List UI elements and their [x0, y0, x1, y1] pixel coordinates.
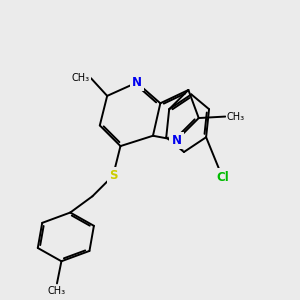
- Text: CH₃: CH₃: [227, 112, 245, 122]
- Text: N: N: [132, 76, 142, 89]
- Text: Cl: Cl: [216, 171, 229, 184]
- Text: N: N: [172, 134, 182, 147]
- Text: CH₃: CH₃: [71, 73, 89, 83]
- Text: CH₃: CH₃: [48, 286, 66, 296]
- Text: S: S: [109, 169, 117, 182]
